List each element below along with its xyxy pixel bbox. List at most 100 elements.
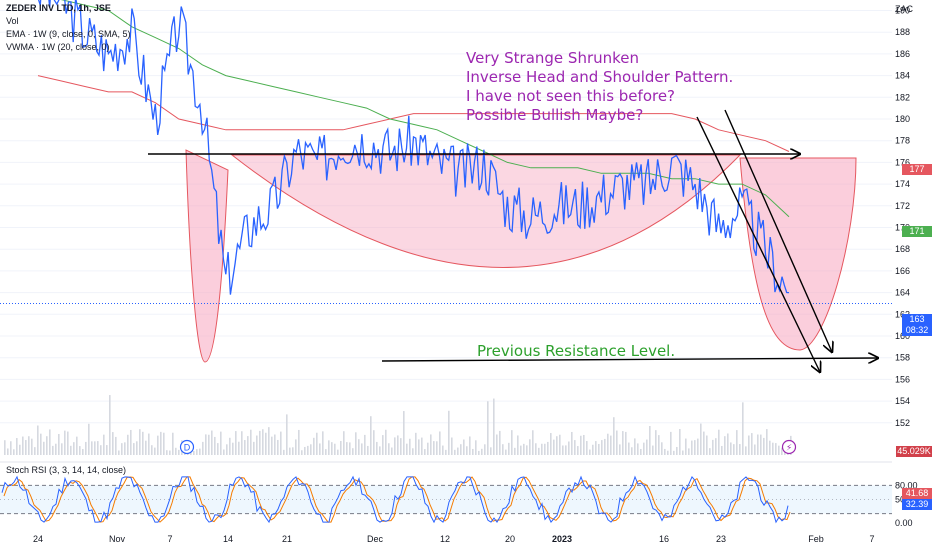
volume-bar [325, 449, 327, 455]
volume-bar [691, 440, 693, 455]
volume-bar [205, 434, 207, 455]
rsi-d-line [3, 476, 791, 523]
volume-bar [535, 443, 537, 455]
volume-bar [727, 433, 729, 455]
volume-bar [613, 417, 615, 455]
volume-bar [625, 431, 627, 455]
volume-bar [298, 429, 300, 455]
volume-bar [346, 442, 348, 455]
trendlines [148, 109, 878, 372]
volume-bar [697, 438, 699, 455]
volume-bar [334, 443, 336, 455]
volume-bar [196, 449, 198, 455]
volume-bar [163, 432, 165, 455]
volume-bar [703, 431, 705, 455]
volume-bar [22, 436, 24, 455]
volume-bar [607, 433, 609, 455]
legend-vol[interactable]: Vol [6, 16, 19, 26]
volume-bar [112, 432, 114, 455]
volume-bar [328, 440, 330, 455]
volume-bar [220, 431, 222, 455]
volume-bar [694, 440, 696, 455]
volume-bar [151, 445, 153, 455]
volume-bar [331, 442, 333, 455]
volume-bar [292, 447, 294, 455]
volume-bar [277, 439, 279, 455]
time-tick-label: 7 [869, 534, 874, 544]
price-tick-label: 188 [895, 27, 910, 37]
volume-bar [418, 439, 420, 455]
time-tick-label: 7 [167, 534, 172, 544]
volume-bar [457, 447, 459, 455]
volume-bar [178, 449, 180, 455]
time-tick-label: 14 [223, 534, 233, 544]
volume-bar [709, 448, 711, 455]
volume-bar [64, 430, 66, 455]
legend-title[interactable]: ZEDER INV LTD, 1h, JSE [6, 3, 111, 13]
volume-bar [640, 448, 642, 455]
volume-bar [610, 435, 612, 455]
volume-bar [781, 447, 783, 455]
volume-bar [634, 438, 636, 455]
rsi-tick-label: 0.00 [895, 518, 913, 528]
volume-bar [643, 442, 645, 455]
volume-bar [679, 429, 681, 455]
legend-ema[interactable]: EMA · 1W (9, close, 0, SMA, 5) [6, 29, 131, 39]
price-value-tag: 163 [902, 314, 932, 325]
volume-bar [349, 442, 351, 455]
volume-bar [304, 446, 306, 455]
volume-bar [85, 441, 87, 455]
volume-value-tag: 45.029K [896, 446, 932, 457]
rsi-label[interactable]: Stoch RSI (3, 3, 14, 14, close) [6, 465, 127, 475]
volume-bar [712, 439, 714, 455]
dividend-marker-label: D [184, 443, 191, 453]
volume-bar [43, 441, 45, 455]
volume-bar [271, 436, 273, 455]
volume-bar [631, 447, 633, 455]
volume-bar [61, 443, 63, 455]
volume-bar [133, 443, 135, 455]
volume-bar [523, 443, 525, 455]
price-tick-label: 182 [895, 92, 910, 102]
volume-bar [589, 449, 591, 455]
volume-bar [382, 435, 384, 455]
volume-bar [604, 438, 606, 455]
volume-bar [598, 443, 600, 455]
volume-bar [28, 436, 30, 455]
downtrend-arrow-left [696, 116, 820, 372]
price-tick-label: 184 [895, 71, 910, 81]
price-tick-label: 180 [895, 114, 910, 124]
volume-bar [40, 433, 42, 455]
volume-bar [562, 445, 564, 455]
volume-bar [7, 448, 9, 455]
volume-bar [403, 411, 405, 455]
volume-bar [517, 435, 519, 455]
volume-bar [445, 449, 447, 455]
legend-vwma[interactable]: VWMA · 1W (20, close, 0) [6, 42, 110, 52]
volume-bar [637, 443, 639, 455]
volume-bar [253, 441, 255, 455]
volume-bar [658, 435, 660, 455]
volume-bar [154, 447, 156, 455]
volume-bar [193, 450, 195, 455]
volume-bar [508, 442, 510, 455]
volume-bar [232, 442, 234, 455]
volume-bar [721, 445, 723, 455]
vwma-line [60, 0, 790, 218]
volume-bar [265, 432, 267, 455]
volume-bar [250, 429, 252, 455]
time-axis[interactable]: 24 Nov 7 14 21 Dec 12 20 2023 16 23 Feb 7 [33, 534, 875, 544]
price-tick-label: 152 [895, 418, 910, 428]
volume-bar [568, 441, 570, 455]
volume-bar [505, 449, 507, 455]
volume-bar [529, 439, 531, 455]
volume-bar [259, 430, 261, 455]
volume-bar [136, 441, 138, 455]
volume-bar [739, 444, 741, 455]
volume-bar [67, 431, 69, 455]
volume-bar [274, 434, 276, 455]
volume-bar [595, 441, 597, 455]
volume-bar [433, 441, 435, 455]
dividend-marker [179, 439, 195, 455]
